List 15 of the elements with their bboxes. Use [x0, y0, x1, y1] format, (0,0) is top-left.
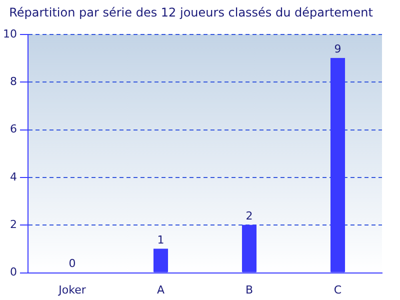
x-tick-label: C: [334, 283, 342, 296]
data-label: 0: [68, 257, 76, 270]
data-label: 2: [246, 209, 253, 222]
y-tick-label: 2: [10, 218, 17, 231]
y-tick-label: 10: [2, 27, 17, 40]
y-tick-label: 0: [10, 266, 17, 279]
x-tick-label: Joker: [58, 283, 86, 296]
y-tick-label: 6: [10, 122, 17, 136]
y-tick-label: 8: [10, 74, 17, 88]
chart-title: Répartition par série des 12 joueurs classés du département: [9, 5, 374, 20]
data-label: 9: [334, 42, 342, 56]
x-tick-label: A: [156, 283, 165, 296]
y-tick-label: 4: [10, 170, 17, 184]
data-label: 1: [157, 233, 164, 246]
x-tick-label: B: [245, 283, 254, 296]
